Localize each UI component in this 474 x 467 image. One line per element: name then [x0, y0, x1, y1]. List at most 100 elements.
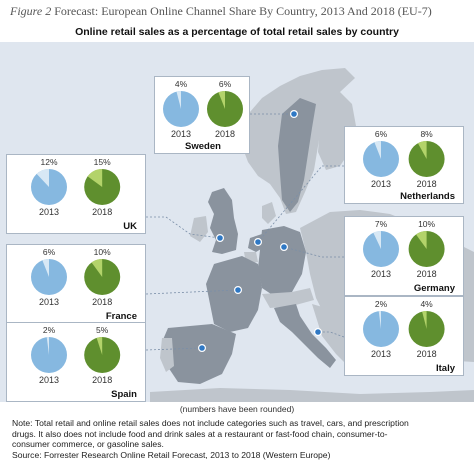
country-name: France: [105, 311, 137, 322]
pct-label-2013: 4%: [174, 79, 188, 89]
land-portugal: [160, 338, 174, 372]
land-alps: [262, 288, 314, 308]
country-box-germany: 7% 2013 10% 2018 Germany: [344, 216, 464, 296]
year-label-2013: 2013: [170, 129, 192, 139]
pct-label-2013: 2%: [42, 325, 56, 335]
pct-label-2018: 8%: [420, 129, 433, 139]
rounded-note: (numbers have been rounded): [179, 404, 295, 414]
leader-germany: [283, 246, 344, 258]
land-denmark: [262, 202, 276, 224]
marker-france: [234, 286, 243, 295]
pie-2013-slice: [36, 169, 49, 187]
source-note: Note: Total retail and online retail sal…: [12, 418, 467, 461]
year-label-2018: 2018: [92, 375, 113, 385]
pie-2018-base: [408, 141, 445, 177]
pie-2018-base: [408, 311, 445, 347]
land-germany: [258, 226, 306, 296]
country-name: Spain: [111, 389, 137, 400]
map-chart: 4% 2013 6% 2018 Sweden 6% 2013 8% 2018 Netherland…: [0, 42, 474, 402]
country-name: Italy: [435, 363, 455, 374]
pct-label-2018: 10%: [93, 247, 111, 257]
pies-germany: [363, 231, 445, 267]
pct-label-2018: 4%: [420, 299, 433, 309]
country-markers: [198, 109, 323, 353]
marker-uk: [216, 234, 225, 243]
pie-2013-slice: [42, 259, 49, 277]
marker-spain: [198, 344, 207, 353]
figure-title: Figure 2 Forecast: European Online Chann…: [10, 4, 432, 19]
country-box-spain: 2% 2013 5% 2018 Spain: [6, 322, 146, 402]
country-box-italy: 2% 2013 4% 2018 Italy: [344, 296, 464, 376]
pie-2018-slice: [91, 259, 103, 277]
year-label-2013: 2013: [38, 207, 60, 217]
marker-netherlands: [254, 238, 263, 247]
pct-label-2018: 15%: [93, 157, 111, 167]
year-label-2013: 2013: [38, 297, 60, 307]
land-uk: [208, 188, 238, 254]
land-france: [206, 256, 262, 332]
pie-2013-slice: [46, 337, 49, 355]
country-box-france: 6% 2013 10% 2018 France: [6, 244, 146, 324]
note-line: Note: Total retail and online retail sal…: [12, 418, 409, 428]
country-name: UK: [123, 221, 137, 232]
land-sweden: [278, 98, 316, 212]
pct-label-2018: 6%: [218, 79, 232, 89]
pies-france: [31, 259, 121, 295]
pies-netherlands: [363, 141, 445, 177]
land-ireland: [190, 216, 208, 242]
pct-label-2018: 10%: [418, 219, 436, 229]
pies-sweden: [163, 91, 243, 127]
leader-netherlands: [257, 165, 344, 243]
year-label-2018: 2018: [92, 207, 113, 217]
land-italy: [274, 304, 336, 368]
leader-lines: [145, 113, 345, 351]
year-label-2013: 2013: [38, 375, 60, 385]
marker-germany: [280, 243, 289, 252]
pie-2018-base: [408, 231, 445, 267]
country-box-netherlands: 6% 2013 8% 2018 Netherlands: [344, 126, 464, 204]
country-name: Netherlands: [400, 191, 455, 202]
leader-france: [145, 289, 239, 295]
marker-italy: [314, 328, 323, 337]
note-line: drugs. It also does not include food and…: [12, 428, 388, 439]
pies-uk: [31, 169, 121, 205]
year-label-2018: 2018: [416, 349, 437, 359]
pie-2013-slice: [374, 141, 381, 159]
country-name: Sweden: [185, 141, 221, 152]
year-label-2013: 2013: [370, 349, 392, 359]
pies-spain: [31, 337, 121, 373]
year-label-2013: 2013: [370, 179, 392, 189]
year-label-2018: 2018: [416, 179, 437, 189]
year-label-2013: 2013: [370, 269, 392, 279]
pct-label-2013: 12%: [40, 157, 58, 167]
leader-uk: [146, 216, 221, 239]
marker-sweden: [290, 109, 299, 118]
pie-2018-slice: [422, 311, 427, 329]
land-iberia: [162, 324, 236, 384]
pies-italy: [363, 311, 445, 347]
country-box-sweden: 4% 2013 6% 2018 Sweden: [154, 76, 250, 154]
country-box-uk: 12% 2013 15% 2018 UK: [6, 154, 146, 234]
source-line: Source: Forrester Research Online Retail…: [12, 450, 331, 461]
note-line: consumer commerce, or gasoline sales.: [12, 439, 164, 450]
pie-2018-slice: [218, 91, 225, 109]
chart-title: Online retail sales as a percentage of t…: [75, 26, 399, 38]
pie-2013-slice: [373, 231, 381, 249]
pie-2018-slice: [96, 337, 103, 355]
figure-title-text: Forecast: European Online Channel Share …: [54, 4, 432, 18]
year-label-2018: 2018: [92, 297, 113, 307]
pie-2018-slice: [416, 231, 427, 249]
pct-label-2013: 6%: [374, 129, 388, 139]
pct-label-2018: 5%: [96, 325, 109, 335]
pct-label-2013: 2%: [374, 299, 388, 309]
year-label-2018: 2018: [416, 269, 437, 279]
pie-2018-slice: [87, 169, 103, 187]
leader-italy: [318, 331, 345, 338]
pct-label-2013: 7%: [374, 219, 388, 229]
land-africa: [150, 388, 474, 402]
pct-label-2013: 6%: [42, 247, 56, 257]
pie-2018-slice: [417, 141, 427, 159]
figure-label: Figure 2: [10, 4, 52, 18]
year-label-2018: 2018: [214, 129, 236, 139]
country-name: Germany: [413, 283, 455, 294]
